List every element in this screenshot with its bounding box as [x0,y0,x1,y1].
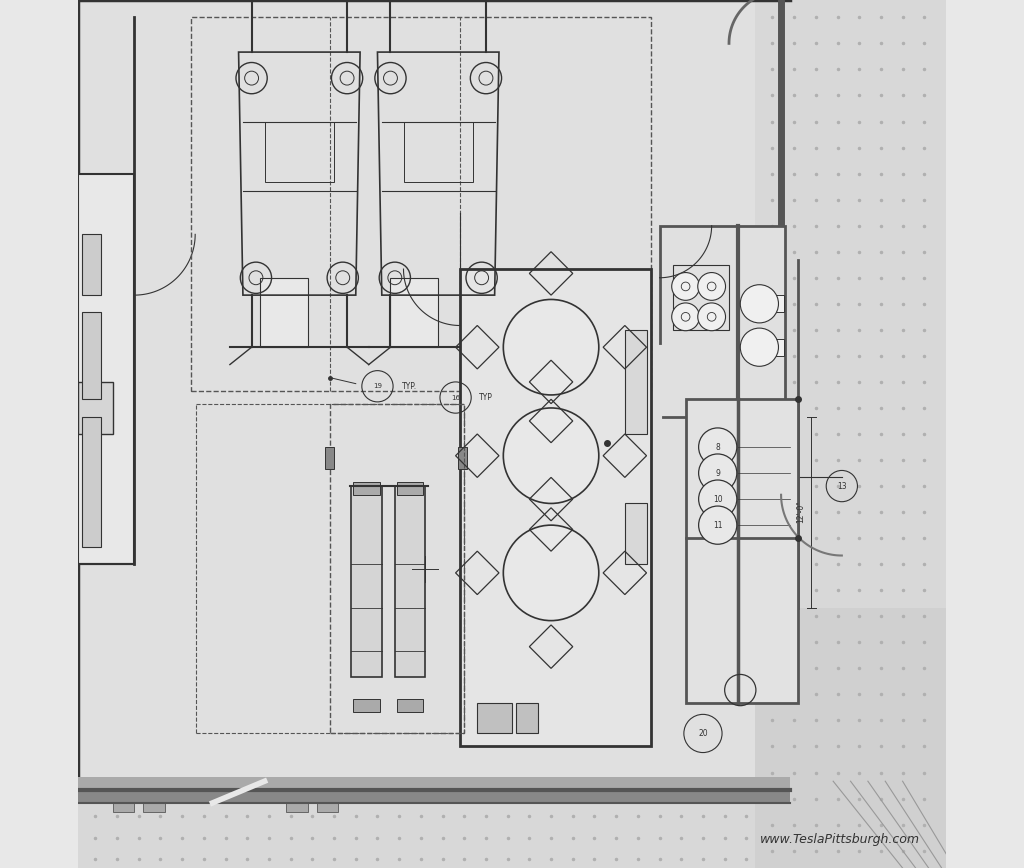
Circle shape [697,273,726,300]
Bar [190,17,651,391]
Bar [78,790,755,868]
Bar [143,786,165,812]
Bar [458,447,467,469]
Circle shape [672,303,699,331]
Bar [316,786,338,812]
Text: 10: 10 [713,495,723,503]
Circle shape [698,506,737,544]
Bar [78,174,134,564]
Bar [260,278,308,347]
Bar [396,699,424,712]
Circle shape [504,299,599,395]
Text: TYP: TYP [479,393,493,402]
Bar [477,703,512,733]
Bar [78,0,790,790]
Text: 8: 8 [716,443,720,451]
Bar [768,295,783,312]
Circle shape [672,273,699,300]
Bar [353,482,380,495]
Circle shape [698,428,737,466]
Bar [625,330,646,434]
Bar [395,486,425,677]
Bar [326,447,334,469]
Bar [82,417,101,547]
Text: 11: 11 [713,521,723,529]
Circle shape [697,303,726,331]
Bar [625,503,646,564]
Bar [287,786,308,812]
Circle shape [698,454,737,492]
Bar [673,265,729,330]
Circle shape [504,408,599,503]
Text: 13: 13 [837,482,847,490]
Bar [264,122,334,182]
Circle shape [698,480,737,518]
Bar [659,226,785,417]
Bar [113,786,134,812]
Bar [403,122,473,182]
Bar [82,234,101,295]
Circle shape [504,525,599,621]
Bar [351,486,382,677]
Text: www.TeslaPittsburgh.com: www.TeslaPittsburgh.com [760,833,920,846]
Text: 9: 9 [716,469,720,477]
Text: 20: 20 [698,729,708,738]
Bar [330,404,464,733]
Bar [686,399,799,703]
Bar [755,0,946,608]
Bar [396,482,424,495]
Bar [353,699,380,712]
Bar [390,278,438,347]
Bar [516,703,538,733]
Bar [82,312,101,399]
Circle shape [740,328,778,366]
Bar [460,269,651,746]
Text: 12'-0": 12'-0" [797,501,806,523]
Bar [78,382,113,434]
Text: 19: 19 [373,384,382,389]
Bar [78,790,790,803]
Bar [768,339,783,356]
Bar [78,777,790,790]
Text: TYP.: TYP. [401,382,417,391]
Text: 16: 16 [452,395,460,400]
Bar [755,608,946,868]
Circle shape [740,285,778,323]
